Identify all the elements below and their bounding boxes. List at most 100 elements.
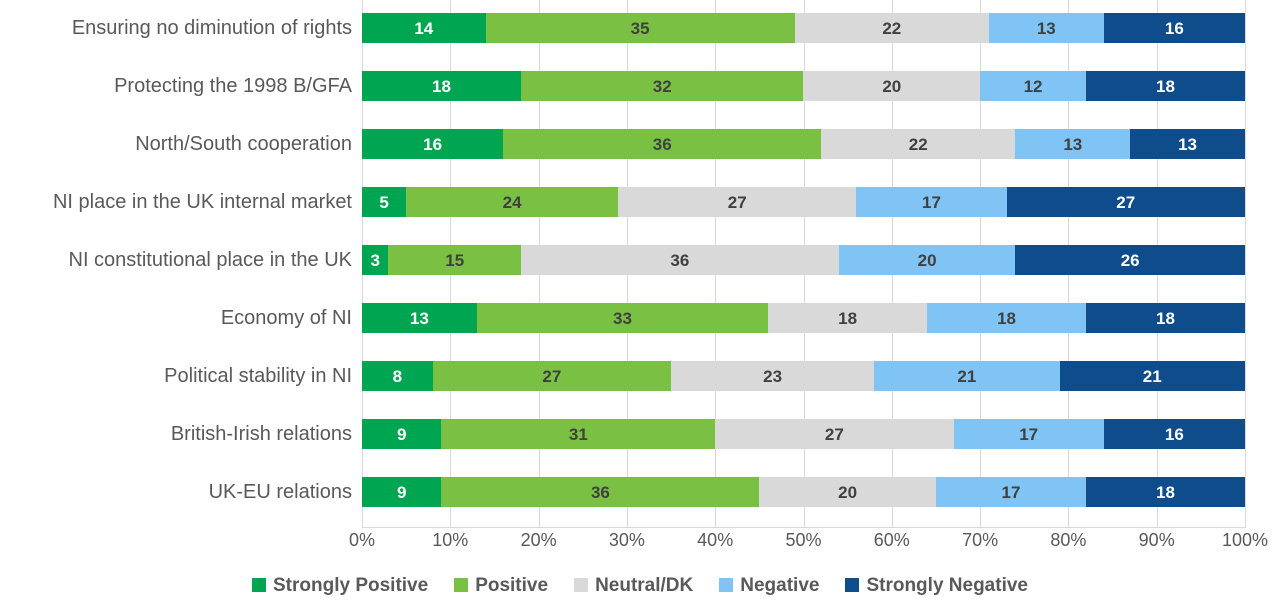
- bar-segment-value: 17: [1019, 424, 1039, 444]
- bar-segment[interactable]: 13: [362, 303, 477, 333]
- bar-row: 18 32 20 12 18: [362, 71, 1245, 101]
- bar-segment[interactable]: 13: [1130, 129, 1245, 159]
- bar-segment[interactable]: 8: [362, 361, 433, 391]
- chart-legend: Strongly Positive Positive Neutral/DK Negat…: [0, 570, 1280, 600]
- bar-segment[interactable]: 18: [1086, 303, 1245, 333]
- bar-segment[interactable]: 20: [838, 245, 1016, 275]
- bar-segment[interactable]: 33: [476, 303, 769, 333]
- category-label: UK-EU relations: [208, 481, 352, 503]
- bar-segment[interactable]: 18: [768, 303, 928, 333]
- legend-item[interactable]: Strongly Negative: [845, 576, 1028, 595]
- bar-segment[interactable]: 27: [1006, 187, 1245, 217]
- bar-row: 8 27 23 21 21: [362, 361, 1245, 391]
- bar-segment[interactable]: 32: [520, 71, 804, 101]
- bar-segment-value: 13: [1178, 134, 1198, 154]
- x-tick-label: 70%: [962, 530, 999, 550]
- legend-item[interactable]: Strongly Positive: [251, 574, 429, 596]
- bar-segment[interactable]: 36: [441, 477, 760, 507]
- category-label: Economy of NI: [220, 307, 352, 329]
- bar-segment[interactable]: 27: [618, 187, 857, 217]
- bar-segment[interactable]: 20: [803, 71, 981, 101]
- legend-swatch-icon: [251, 578, 266, 592]
- category-label: North/South cooperation: [135, 133, 352, 155]
- bar-segment[interactable]: 9: [362, 419, 442, 449]
- bar-segment[interactable]: 36: [520, 245, 839, 275]
- bar-segment-value: 33: [613, 308, 632, 328]
- bar-segment[interactable]: 12: [980, 71, 1087, 101]
- bar-segment[interactable]: 16: [1103, 13, 1245, 43]
- bar-segment-value: 16: [1164, 424, 1184, 444]
- bar-segment-value: 27: [727, 192, 747, 212]
- bar-segment-value: 14: [414, 18, 434, 38]
- bar-segment[interactable]: 17: [856, 187, 1007, 217]
- bar-segment-value: 18: [997, 308, 1017, 328]
- bar-segment[interactable]: 31: [441, 419, 716, 449]
- bar-segment-value: 26: [1120, 250, 1140, 270]
- bar-segment[interactable]: 3: [362, 245, 389, 275]
- bar-segment[interactable]: 35: [485, 13, 795, 43]
- bar-segment[interactable]: 18: [1086, 477, 1245, 507]
- bar-segment[interactable]: 36: [503, 129, 822, 159]
- bar-segment-value: 8: [392, 366, 403, 386]
- bar-segment[interactable]: 27: [715, 419, 954, 449]
- plot-area: 14 35 22 13 16 18 32 20 12 18 16 36 22 13 13 5 24 27 17 27 3…: [362, 0, 1246, 527]
- bar-segment[interactable]: 13: [1015, 129, 1131, 159]
- bar-row: 9 31 27 17 16: [362, 419, 1245, 449]
- bar-segment[interactable]: 16: [1103, 419, 1245, 449]
- category-label: NI place in the UK internal market: [52, 191, 352, 213]
- legend-label: Strongly Positive: [272, 574, 429, 596]
- bar-segment[interactable]: 21: [1059, 361, 1245, 391]
- legend-item[interactable]: Negative: [719, 576, 819, 595]
- bar-segment-value: 17: [922, 192, 941, 212]
- legend-label: Negative: [740, 574, 820, 596]
- legend-swatch-icon: [574, 578, 589, 592]
- x-tick-label: 60%: [873, 530, 910, 550]
- bar-segment[interactable]: 16: [362, 129, 504, 159]
- bar-segment[interactable]: 22: [821, 129, 1016, 159]
- legend-item[interactable]: Neutral/DK: [574, 576, 693, 595]
- legend-label: Positive: [475, 574, 549, 596]
- bar-segment[interactable]: 5: [362, 187, 407, 217]
- bar-segment[interactable]: 9: [362, 477, 442, 507]
- bar-segment[interactable]: 23: [671, 361, 875, 391]
- bar-segment-value: 12: [1023, 76, 1043, 96]
- gridline-100%: [1245, 0, 1246, 527]
- bar-segment-value: 9: [397, 482, 407, 502]
- bar-segment[interactable]: 27: [432, 361, 672, 391]
- x-tick-label: 50%: [785, 530, 822, 550]
- category-label: British-Irish relations: [170, 423, 352, 445]
- bar-segment[interactable]: 18: [927, 303, 1087, 333]
- bar-segment-value: 24: [502, 192, 522, 212]
- bar-segment-value: 32: [652, 76, 672, 96]
- x-tick-label: 0%: [348, 530, 376, 550]
- bar-segment-value: 18: [432, 76, 451, 96]
- bar-segment[interactable]: 17: [935, 477, 1087, 507]
- bar-segment-value: 18: [838, 308, 858, 328]
- bar-segment[interactable]: 14: [362, 13, 486, 43]
- bar-segment-value: 17: [1001, 482, 1021, 502]
- bar-segment-value: 27: [1116, 192, 1136, 212]
- legend-swatch-icon: [719, 578, 734, 592]
- bar-segment[interactable]: 13: [988, 13, 1104, 43]
- bar-segment[interactable]: 18: [1086, 71, 1245, 101]
- legend-label: Strongly Negative: [866, 574, 1028, 596]
- bar-segment[interactable]: 24: [406, 187, 619, 217]
- legend-item[interactable]: Positive: [454, 576, 548, 595]
- bar-segment[interactable]: 20: [759, 477, 936, 507]
- category-label: Protecting the 1998 B/GFA: [114, 75, 352, 97]
- bar-segment-value: 13: [409, 308, 429, 328]
- bar-segment-value: 22: [882, 18, 902, 38]
- bar-row: 13 33 18 18 18: [362, 303, 1245, 333]
- legend-swatch-icon: [454, 578, 469, 592]
- bar-segment[interactable]: 17: [953, 419, 1104, 449]
- bar-segment[interactable]: 15: [388, 245, 521, 275]
- bar-segment-value: 15: [445, 250, 465, 270]
- bar-segment[interactable]: 18: [362, 71, 521, 101]
- x-tick-label: 30%: [608, 530, 645, 550]
- bar-row: 16 36 22 13 13: [362, 129, 1245, 159]
- bar-segment[interactable]: 22: [794, 13, 989, 43]
- bar-segment-value: 18: [1156, 76, 1175, 96]
- bar-segment[interactable]: 21: [874, 361, 1060, 391]
- bar-segment-value: 27: [542, 366, 562, 386]
- bar-segment[interactable]: 26: [1015, 245, 1245, 275]
